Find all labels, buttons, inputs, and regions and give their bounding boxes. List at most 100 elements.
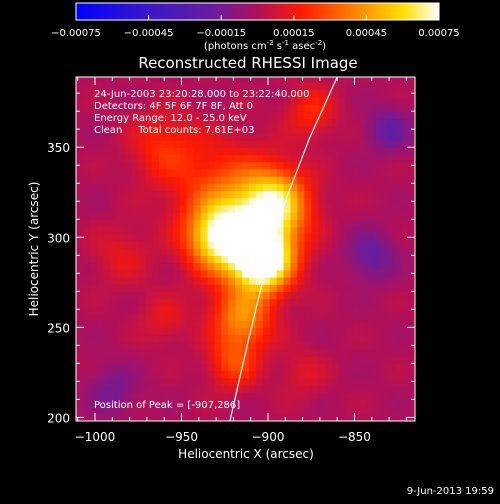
heatmap-cell [325,413,333,421]
heatmap-cell [103,132,112,141]
x-axis-label: Heliocentric X (arcsec) [178,447,314,461]
heatmap-cell [366,96,375,105]
heatmap-cell [207,147,215,156]
heatmap-cell [304,284,312,292]
heatmap-cell [179,298,188,307]
heatmap-cell [290,176,298,184]
heatmap-cell [408,312,415,321]
heatmap-cell [345,226,354,235]
plot-frame [75,76,416,422]
heatmap-cell [235,334,243,343]
heatmap-cell [283,298,292,307]
heatmap-cell [366,370,375,379]
heatmap-cell [159,77,167,83]
heatmap-cell [269,104,278,112]
heatmap-cell [200,154,209,163]
heatmap-cell [200,370,209,379]
heatmap-cell [228,183,236,192]
heatmap-cell [373,197,382,206]
heatmap-cell [117,348,126,357]
heatmap-cell [235,341,243,350]
heatmap-cell [394,406,402,415]
heatmap-cell [373,399,382,408]
heatmap-cell [186,305,195,314]
heatmap-cell [325,384,333,393]
heatmap-cell [76,291,84,300]
heatmap-cell [103,255,112,264]
x-tick-label: −900 [252,430,285,444]
heatmap-cell [159,96,167,105]
heatmap-cell [248,356,257,364]
y-tick-label: 300 [47,231,70,245]
heatmap-cell [82,204,91,213]
heatmap-cell [82,125,91,134]
heatmap-cell [131,219,139,228]
heatmap-cell [103,377,112,386]
heatmap-cell [290,384,298,393]
heatmap-cell [235,161,243,170]
heatmap-cell [255,320,264,328]
heatmap-cell [103,118,112,127]
heatmap-cell [193,392,202,400]
heatmap-cell [242,312,250,321]
heatmap-cell [352,262,361,271]
heatmap-cell [331,392,340,400]
heatmap-cell [276,125,285,134]
heatmap-cell [290,147,298,156]
heatmap-cell [304,197,312,206]
heatmap-cell [165,291,174,300]
heatmap-cell [366,125,375,134]
heatmap-cell [262,118,271,127]
heatmap-cell [228,82,236,91]
heatmap-cell [331,125,340,134]
heatmap-cell [145,399,153,408]
heatmap-cell [359,168,368,177]
heatmap-cell [103,176,112,184]
heatmap-cell [82,356,91,364]
heatmap-cell [228,291,236,300]
heatmap-cell [387,370,395,379]
heatmap-cell [159,348,167,357]
heatmap-cell [117,413,126,421]
heatmap-cell [207,190,215,199]
heatmap-cell [248,284,257,292]
heatmap-cell [408,204,415,213]
heatmap-cell [152,240,160,249]
heatmap-cell [325,363,333,372]
heatmap-cell [131,363,139,372]
heatmap-cell [96,262,105,271]
heatmap-cell [262,363,271,372]
heatmap-cell [165,233,174,242]
heatmap-cell [179,233,188,242]
heatmap-cell [325,298,333,307]
heatmap-cell [366,341,375,350]
heatmap-cell [235,276,243,285]
heatmap-cell [352,190,361,199]
heatmap-cell [408,262,415,271]
heatmap-cell [276,176,285,184]
heatmap-cell [276,269,285,278]
heatmap-cell [401,226,409,235]
heatmap-cell [373,284,382,292]
heatmap-cell [172,183,181,192]
heatmap-cell [248,269,257,278]
heatmap-cell [131,89,139,98]
heatmap-cell [255,140,264,148]
heatmap-cell [248,161,257,170]
heatmap-cell [290,89,298,98]
heatmap-cell [304,320,312,328]
heatmap-cell [138,132,146,141]
heatmap-cell [172,334,181,343]
heatmap-cell [152,312,160,321]
heatmap-cell [408,392,415,400]
heatmap-cell [159,125,167,134]
heatmap-cell [228,377,236,386]
heatmap-cell [124,212,132,220]
heatmap-cell [214,248,222,256]
heatmap-cell [228,248,236,256]
heatmap-cell [401,248,409,256]
heatmap-cell [366,298,375,307]
heatmap-cell [304,392,312,400]
heatmap-cell [152,77,160,83]
heatmap-cell [200,240,209,249]
